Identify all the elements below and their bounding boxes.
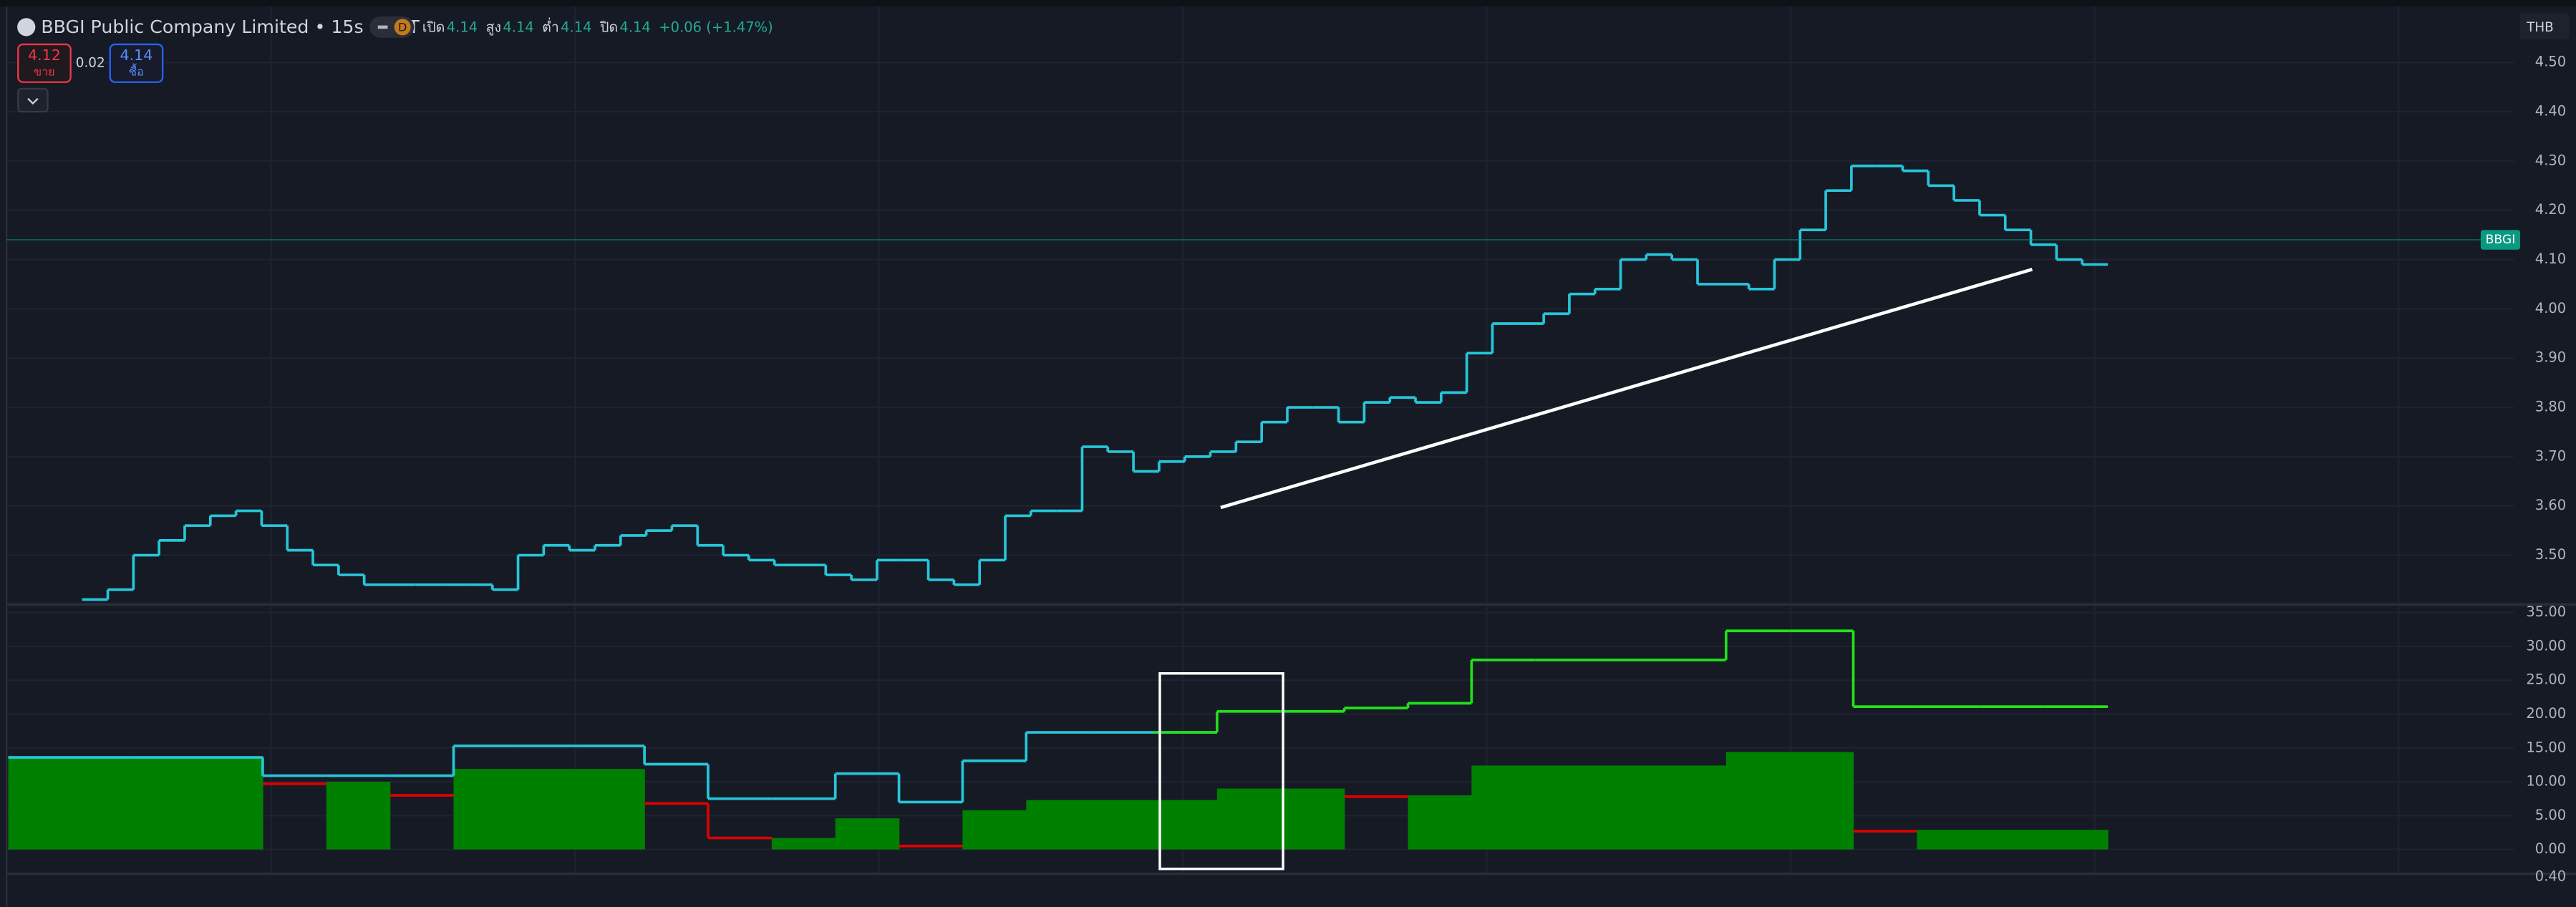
y-tick-label: 4.50: [2535, 54, 2566, 70]
area-segment: [1535, 765, 1599, 850]
ohlc-label: ปิด: [600, 19, 619, 36]
sell-price: 4.12: [28, 47, 61, 64]
chevron: [27, 97, 39, 105]
ohlc-label: เปิด: [422, 19, 445, 36]
area-segment: [771, 838, 836, 850]
price-label: BBGI: [2486, 233, 2516, 247]
area-segment: [453, 769, 518, 850]
y-tick-label: 35.00: [2526, 603, 2566, 620]
currency-button[interactable]: [2519, 13, 2570, 40]
symbol-icon: [17, 18, 36, 37]
area-segment: [2044, 830, 2108, 850]
ohlc-value: 4.14: [619, 19, 650, 36]
spread: 0.02: [76, 55, 105, 70]
area-segment: [1980, 830, 2045, 850]
area-segment: [1153, 800, 1218, 850]
ohlc-value: 4.14: [447, 19, 478, 36]
area-segment: [581, 769, 645, 850]
buy-button[interactable]: [109, 43, 164, 83]
ohlc: เปิด 4.14 สูง 4.14 ต่ำ 4.14 ปิด 4.14 +0.06 (+1.4…: [422, 18, 773, 37]
y-tick-label: 3.50: [2535, 546, 2566, 563]
y-tick-label: 20.00: [2526, 705, 2566, 722]
y-tick-label: 3.60: [2535, 497, 2566, 513]
rectangle-drawing[interactable]: [1158, 672, 1284, 870]
badge: D: [398, 21, 407, 34]
ohlc-value: 4.14: [561, 19, 591, 36]
area-segment: [1917, 830, 1981, 850]
y-tick-label: 4.10: [2535, 251, 2566, 267]
change: +0.06 (+1.47%): [659, 19, 773, 36]
y-tick-label: 4.40: [2535, 103, 2566, 120]
ohlc-label: สูง: [486, 19, 501, 37]
collapse-button[interactable]: [17, 87, 49, 113]
y-tick-label: 4.00: [2535, 300, 2566, 316]
y-tick-label: 4.20: [2535, 201, 2566, 218]
area-segment: [1725, 752, 1791, 850]
area-segment: [1471, 765, 1536, 850]
symbol-title[interactable]: BBGI Public Company Limited • 15s • SET: [41, 16, 420, 37]
currency: THB: [2526, 20, 2554, 35]
area-segment: [1090, 800, 1154, 850]
area-segment: [1789, 752, 1854, 850]
ohlc-value: 4.14: [503, 19, 533, 36]
area-segment: [1026, 800, 1090, 850]
area-segment: [1216, 788, 1282, 850]
area-segment: [8, 756, 73, 850]
y-tick-label: 5.00: [2535, 807, 2566, 823]
area-segment: [326, 782, 391, 850]
sell-button[interactable]: [17, 43, 72, 83]
area-segment: [517, 769, 581, 850]
area-segment: [835, 818, 900, 850]
area-segment: [962, 810, 1027, 850]
area-segment: [1662, 765, 1727, 850]
y-tick-label: 3.70: [2535, 447, 2566, 464]
buy-label: ซื้อ: [129, 63, 144, 78]
y-tick-label: 3.90: [2535, 349, 2566, 366]
buy-price: 4.14: [120, 47, 152, 64]
y-tick-label: 30.00: [2526, 637, 2566, 654]
top-bar: [0, 0, 2576, 7]
area-segment: [1280, 788, 1345, 850]
area-segment: [72, 756, 136, 850]
area-segment: [1599, 765, 1663, 850]
badge-dot: [394, 19, 411, 36]
plot: [6, 164, 2514, 850]
sell-label: ขาย: [34, 64, 54, 78]
y-tick-label: 0.40: [2535, 868, 2566, 885]
y-tick-label: 25.00: [2526, 671, 2566, 688]
y-tick-label: 15.00: [2526, 739, 2566, 755]
area-segment: [1408, 795, 1473, 850]
badge-dash: [377, 25, 388, 29]
trend-line[interactable]: [1220, 268, 2033, 510]
y-tick-label: 10.00: [2526, 773, 2566, 790]
y-tick-label: 3.80: [2535, 399, 2566, 415]
y-tick-label: 4.30: [2535, 152, 2566, 168]
area-segment: [135, 756, 200, 850]
ohlc-label: ต่ำ: [542, 18, 559, 36]
price-label-bg: [2480, 230, 2520, 250]
grid: [6, 6, 2514, 874]
y-tick-label: 0.00: [2535, 840, 2566, 857]
area-segment: [199, 756, 263, 850]
